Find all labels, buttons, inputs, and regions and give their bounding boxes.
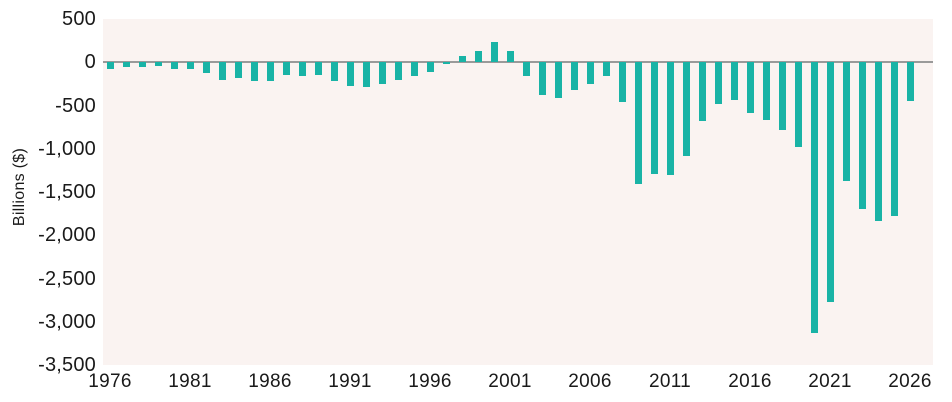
y-tick-label: -2,500 <box>38 267 96 290</box>
bar-1994 <box>394 62 402 80</box>
bar-2025 <box>890 62 898 216</box>
bar-1997 <box>442 62 450 65</box>
x-tick-label: 2001 <box>488 371 532 392</box>
x-tick-label: 2016 <box>728 371 772 392</box>
bar-2019 <box>794 62 802 148</box>
bar-2007 <box>602 62 610 77</box>
bar-2026 <box>906 62 914 101</box>
y-tick-label: -3,500 <box>38 354 96 376</box>
y-tick-label: -1,000 <box>38 137 96 160</box>
x-tick-label: 2026 <box>888 371 932 392</box>
y-tick-label: -3,000 <box>38 310 96 333</box>
bar-2022 <box>842 62 850 182</box>
bar-1983 <box>218 62 226 81</box>
bar-2001 <box>506 51 514 63</box>
y-tick-label: -500 <box>55 94 96 117</box>
bar-1992 <box>362 62 370 88</box>
x-tick-label: 2021 <box>808 371 852 392</box>
bar-1987 <box>282 62 290 76</box>
bar-2015 <box>730 62 738 101</box>
bar-1976 <box>106 62 114 69</box>
bar-1991 <box>346 62 354 86</box>
bar-1981 <box>186 62 194 70</box>
bar-2014 <box>714 62 722 105</box>
bar-1986 <box>266 62 274 82</box>
x-tick-label: 1991 <box>328 371 372 392</box>
bar-2018 <box>778 62 786 130</box>
zero-baseline <box>103 61 933 64</box>
bar-2016 <box>746 62 754 113</box>
bar-1990 <box>330 62 338 82</box>
bar-2003 <box>538 62 546 95</box>
x-tick-label: 1996 <box>408 371 452 392</box>
bar-1998 <box>458 56 466 63</box>
bar-2021 <box>826 62 834 303</box>
bar-2012 <box>682 62 690 157</box>
x-tick-label: 1976 <box>88 371 132 392</box>
x-tick-label: 1986 <box>248 371 292 392</box>
bar-1984 <box>234 62 242 79</box>
x-tick-label: 2011 <box>648 371 692 392</box>
y-tick-label: -2,000 <box>38 224 96 247</box>
bar-1982 <box>202 62 210 74</box>
bar-2009 <box>634 62 642 185</box>
bar-2008 <box>618 62 626 102</box>
bar-2002 <box>522 62 530 76</box>
x-tick-label: 1981 <box>168 371 212 392</box>
bar-2000 <box>490 41 498 63</box>
bar-2011 <box>666 62 674 175</box>
bar-1978 <box>138 62 146 68</box>
bar-1979 <box>154 62 162 66</box>
bar-1977 <box>122 62 130 67</box>
bar-1996 <box>426 62 434 72</box>
bar-1988 <box>298 62 306 76</box>
y-tick-label: -1,500 <box>38 181 96 203</box>
bar-2017 <box>762 62 770 120</box>
bar-2024 <box>874 62 882 221</box>
bar-1985 <box>250 62 258 81</box>
bar-2005 <box>570 62 578 90</box>
bar-1980 <box>170 62 178 69</box>
bar-1993 <box>378 62 386 85</box>
bar-2023 <box>858 62 866 209</box>
bar-2010 <box>650 62 658 175</box>
y-tick-label: 0 <box>84 51 96 74</box>
x-tick-label: 2006 <box>568 371 612 392</box>
bar-1999 <box>474 51 482 63</box>
y-tick-label: 500 <box>62 8 96 30</box>
bar-2004 <box>554 62 562 98</box>
bar-1995 <box>410 62 418 77</box>
plot-area <box>103 19 933 365</box>
bar-2006 <box>586 62 594 84</box>
bar-2020 <box>810 62 818 334</box>
bar-2013 <box>698 62 706 122</box>
bar-1989 <box>314 62 322 76</box>
